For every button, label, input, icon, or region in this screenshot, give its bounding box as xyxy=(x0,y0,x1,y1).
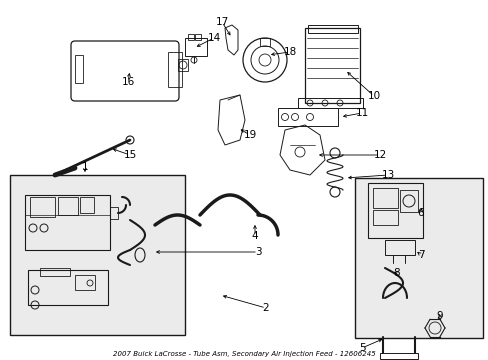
Bar xyxy=(260,38,269,46)
Text: 2007 Buick LaCrosse - Tube Asm, Secondary Air Injection Feed - 12606245: 2007 Buick LaCrosse - Tube Asm, Secondar… xyxy=(113,351,375,357)
Bar xyxy=(278,108,337,126)
Text: 16: 16 xyxy=(121,77,134,87)
Bar xyxy=(10,175,184,335)
Bar xyxy=(28,270,108,305)
Bar xyxy=(367,183,422,238)
Text: 15: 15 xyxy=(123,150,136,160)
Text: 14: 14 xyxy=(207,33,220,43)
Text: 18: 18 xyxy=(283,47,296,57)
Bar xyxy=(297,98,362,108)
Text: 6: 6 xyxy=(417,208,424,218)
Bar xyxy=(40,268,70,276)
Bar xyxy=(305,28,359,103)
Bar xyxy=(184,38,206,56)
Bar xyxy=(384,240,414,255)
Text: 13: 13 xyxy=(381,170,394,180)
Bar xyxy=(187,34,194,40)
Text: 11: 11 xyxy=(355,108,368,118)
Text: 3: 3 xyxy=(254,247,261,257)
Bar xyxy=(75,275,95,290)
Text: 8: 8 xyxy=(393,268,400,278)
Text: 12: 12 xyxy=(373,150,386,160)
Bar xyxy=(178,59,187,71)
Bar xyxy=(110,207,118,219)
Bar xyxy=(307,25,357,33)
Bar xyxy=(75,55,83,83)
Text: 2: 2 xyxy=(262,303,269,313)
Text: 4: 4 xyxy=(251,231,258,241)
Bar xyxy=(80,197,94,213)
Text: 1: 1 xyxy=(81,162,88,172)
Bar xyxy=(25,195,110,250)
Text: 9: 9 xyxy=(436,311,443,321)
Text: 19: 19 xyxy=(243,130,256,140)
Bar xyxy=(354,178,482,338)
Bar xyxy=(30,197,55,217)
Bar xyxy=(195,34,201,40)
Bar xyxy=(168,52,182,87)
Bar xyxy=(372,210,397,225)
Bar xyxy=(399,190,417,212)
Text: 5: 5 xyxy=(358,343,365,353)
Text: 10: 10 xyxy=(366,91,380,101)
Bar xyxy=(379,353,417,359)
Text: 17: 17 xyxy=(215,17,228,27)
Bar xyxy=(58,197,78,215)
Bar xyxy=(372,188,397,208)
Text: 7: 7 xyxy=(417,250,424,260)
